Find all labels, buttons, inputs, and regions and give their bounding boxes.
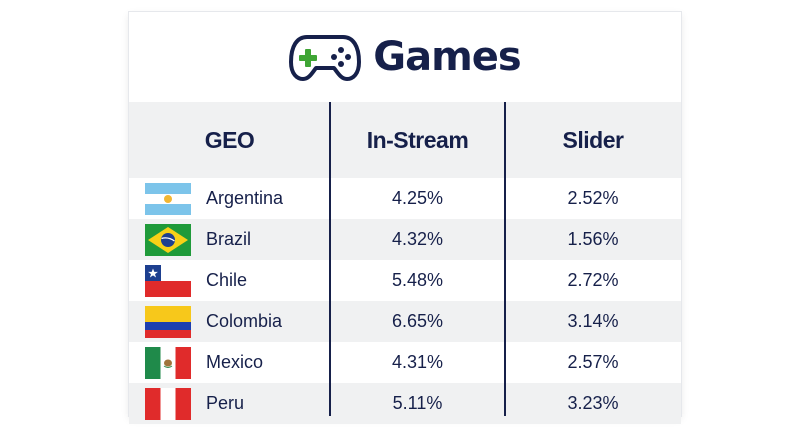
brazil-flag-icon: [145, 223, 191, 256]
argentina-flag-icon: [145, 182, 191, 215]
table-header-row: GEO In-Stream Slider: [129, 102, 681, 178]
slider-value: 1.56%: [567, 229, 619, 249]
data-table: GEO In-Stream Slider Argentina 4.25% 2.5…: [129, 102, 681, 424]
peru-flag-icon: [145, 387, 191, 420]
column-divider: [329, 102, 331, 416]
in-stream-value: 4.25%: [391, 188, 444, 208]
slider-value: 2.72%: [567, 270, 619, 290]
gamepad-icon: [289, 35, 362, 81]
mexico-flag-icon: [145, 346, 191, 379]
geo-cell: Mexico: [129, 342, 330, 383]
geo-name: Argentina: [206, 188, 284, 208]
colombia-flag-icon: [145, 305, 191, 338]
geo-name: Brazil: [206, 229, 252, 249]
column-header-slider: Slider: [562, 126, 624, 153]
geo-name: Mexico: [206, 352, 264, 372]
slider-value: 3.14%: [567, 311, 619, 331]
geo-name: Peru: [206, 393, 245, 413]
table-row: Mexico 4.31% 2.57%: [129, 342, 681, 383]
geo-name: Chile: [206, 270, 248, 290]
in-stream-value: 4.32%: [391, 229, 444, 249]
table-row: Brazil 4.32% 1.56%: [129, 219, 681, 260]
games-table-card: Games GEO In-Stream Slider Argentina 4.2…: [129, 12, 681, 424]
geo-cell: Argentina: [129, 178, 330, 219]
table-row: Colombia 6.65% 3.14%: [129, 301, 681, 342]
slider-value: 2.52%: [567, 188, 619, 208]
column-divider: [504, 102, 506, 416]
in-stream-value: 6.65%: [391, 311, 444, 331]
slider-value: 2.57%: [567, 352, 619, 372]
table-title: Games: [373, 34, 521, 80]
geo-cell: Peru: [129, 383, 330, 424]
geo-cell: Colombia: [129, 301, 330, 342]
table-title-row: Games: [129, 12, 681, 102]
column-header-geo: GEO: [204, 126, 255, 153]
slider-value: 3.23%: [567, 393, 619, 413]
geo-cell: Brazil: [129, 219, 330, 260]
table-row: Argentina 4.25% 2.52%: [129, 178, 681, 219]
column-header-in-stream: In-Stream: [366, 126, 469, 153]
table-row: Chile 5.48% 2.72%: [129, 260, 681, 301]
in-stream-value: 5.11%: [392, 393, 443, 413]
geo-cell: Chile: [129, 260, 330, 301]
geo-name: Colombia: [206, 311, 283, 331]
in-stream-value: 5.48%: [391, 270, 444, 290]
table-row: Peru 5.11% 3.23%: [129, 383, 681, 424]
chile-flag-icon: [145, 264, 191, 297]
in-stream-value: 4.31%: [391, 352, 444, 372]
